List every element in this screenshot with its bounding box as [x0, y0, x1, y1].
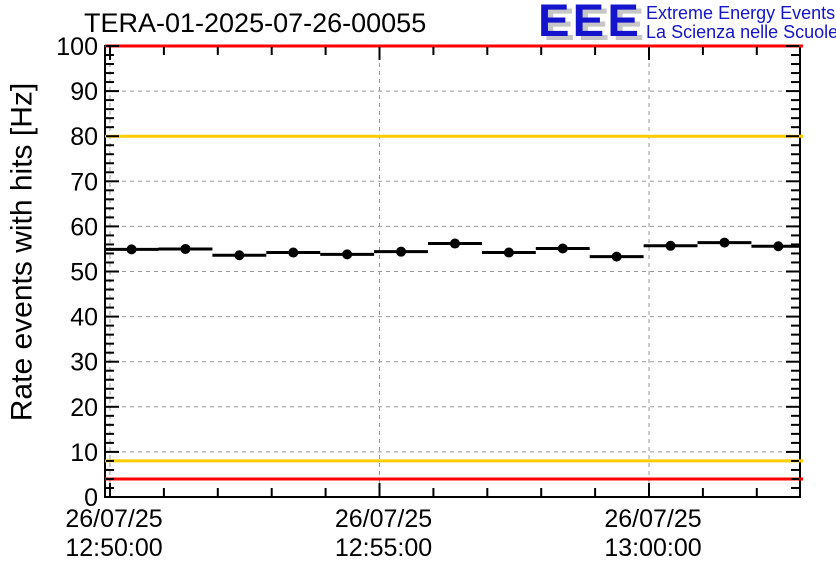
eee-logo: EEE Extreme Energy Events La Scienza nel… — [538, 0, 836, 46]
y-tick-label: 0 — [84, 484, 98, 512]
data-point-marker — [557, 243, 568, 254]
y-tick-label: 80 — [70, 123, 98, 151]
x-tick-label-date: 26/07/25 — [604, 505, 701, 533]
data-point-marker — [288, 247, 299, 258]
eee-logo-tagline: Extreme Energy Events La Scienza nelle S… — [646, 1, 836, 42]
data-point-marker — [180, 243, 191, 254]
data-point-marker — [773, 241, 784, 252]
y-tick-label: 60 — [70, 213, 98, 241]
plot-title: TERA-01-2025-07-26-00055 — [84, 8, 427, 38]
y-tick-label: 100 — [56, 33, 98, 61]
x-tick-label-date: 26/07/25 — [335, 505, 432, 533]
x-tick-label-date: 26/07/25 — [65, 505, 162, 533]
x-tick-label-time: 13:00:00 — [604, 534, 701, 562]
y-tick-label: 90 — [70, 78, 98, 106]
data-point-marker — [342, 249, 353, 260]
y-tick-label: 50 — [70, 259, 98, 287]
data-point-marker — [719, 237, 730, 248]
data-point-marker — [611, 251, 622, 262]
eee-logo-tagline-line1: Extreme Energy Events — [646, 3, 836, 23]
eee-logo-acronym: EEE — [538, 0, 642, 46]
x-tick-label-time: 12:50:00 — [65, 534, 162, 562]
y-axis-title: Rate events with hits [Hz] — [6, 83, 39, 421]
data-point-marker — [665, 240, 676, 251]
y-tick-label: 70 — [70, 168, 98, 196]
x-tick-label-time: 12:55:00 — [335, 534, 432, 562]
data-point-marker — [503, 247, 514, 258]
y-tick-label: 30 — [70, 349, 98, 377]
data-point-marker — [396, 246, 407, 257]
eee-logo-tagline-line2: La Scienza nelle Scuole — [646, 22, 836, 42]
y-tick-label: 20 — [70, 394, 98, 422]
data-point-marker — [126, 244, 137, 255]
data-point-marker — [234, 250, 245, 261]
y-tick-label: 40 — [70, 304, 98, 332]
data-point-marker — [449, 238, 460, 249]
y-tick-label: 10 — [70, 439, 98, 467]
